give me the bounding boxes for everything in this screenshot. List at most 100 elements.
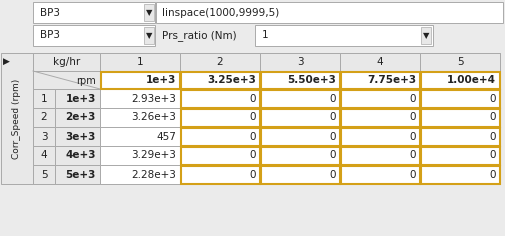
Bar xyxy=(340,127,420,146)
Bar xyxy=(180,165,260,184)
Text: 0: 0 xyxy=(329,113,336,122)
Text: 0: 0 xyxy=(410,113,416,122)
Text: 1e+3: 1e+3 xyxy=(66,93,96,104)
Bar xyxy=(261,127,339,146)
Text: rpm: rpm xyxy=(76,76,96,86)
Bar xyxy=(33,71,100,89)
Text: 0: 0 xyxy=(249,151,256,160)
Bar xyxy=(55,127,100,146)
Bar xyxy=(180,89,260,108)
Bar xyxy=(180,127,260,146)
Text: 3: 3 xyxy=(41,131,47,142)
Text: 0: 0 xyxy=(329,151,336,160)
Bar xyxy=(340,165,420,184)
Bar xyxy=(55,108,100,127)
Text: 5: 5 xyxy=(457,57,463,67)
Text: 0: 0 xyxy=(329,131,336,142)
Bar xyxy=(100,108,180,127)
Text: 0: 0 xyxy=(410,169,416,180)
Text: 2: 2 xyxy=(41,113,47,122)
Bar xyxy=(180,147,260,164)
Bar xyxy=(261,109,339,126)
Bar xyxy=(340,89,420,108)
Bar xyxy=(100,146,180,165)
Text: 1: 1 xyxy=(137,57,143,67)
Bar xyxy=(100,89,180,108)
Bar xyxy=(261,147,339,164)
Bar xyxy=(260,53,340,71)
Text: Prs_ratio (Nm): Prs_ratio (Nm) xyxy=(162,30,237,41)
Bar xyxy=(421,89,499,108)
Text: 2.28e+3: 2.28e+3 xyxy=(131,169,176,180)
Text: 0: 0 xyxy=(329,93,336,104)
Text: 5.50e+3: 5.50e+3 xyxy=(287,75,336,85)
Text: Corr_Speed (rpm): Corr_Speed (rpm) xyxy=(13,78,22,159)
Text: 1e+3: 1e+3 xyxy=(145,75,176,85)
Bar xyxy=(261,89,339,108)
Text: 0: 0 xyxy=(249,113,256,122)
Text: 2e+3: 2e+3 xyxy=(66,113,96,122)
Text: 4: 4 xyxy=(377,57,383,67)
Bar xyxy=(55,89,100,108)
Text: 0: 0 xyxy=(410,151,416,160)
Bar xyxy=(33,146,55,165)
Text: 0: 0 xyxy=(489,93,496,104)
Bar xyxy=(261,72,339,88)
Bar xyxy=(421,72,499,88)
Text: 0: 0 xyxy=(249,93,256,104)
Bar xyxy=(156,2,503,23)
Bar xyxy=(33,53,100,71)
Text: 0: 0 xyxy=(489,151,496,160)
Text: 3e+3: 3e+3 xyxy=(66,131,96,142)
Text: 3.29e+3: 3.29e+3 xyxy=(131,151,176,160)
Text: 0: 0 xyxy=(329,169,336,180)
Bar xyxy=(421,127,499,146)
Text: 4: 4 xyxy=(41,151,47,160)
Text: 3: 3 xyxy=(297,57,304,67)
Bar xyxy=(420,53,500,71)
Bar xyxy=(144,27,154,44)
Bar xyxy=(340,72,420,88)
Text: 0: 0 xyxy=(249,169,256,180)
Text: 0: 0 xyxy=(410,93,416,104)
Text: 5e+3: 5e+3 xyxy=(66,169,96,180)
Bar xyxy=(180,53,260,71)
Text: 0: 0 xyxy=(410,131,416,142)
Text: ▶: ▶ xyxy=(3,56,10,66)
Text: 0: 0 xyxy=(489,113,496,122)
Text: 457: 457 xyxy=(156,131,176,142)
Bar xyxy=(33,108,55,127)
Bar xyxy=(33,165,55,184)
Bar xyxy=(255,25,433,46)
Text: BP3: BP3 xyxy=(40,8,60,17)
Text: 1.00e+4: 1.00e+4 xyxy=(447,75,496,85)
Text: 1: 1 xyxy=(41,93,47,104)
Bar xyxy=(100,127,180,146)
Text: 1: 1 xyxy=(262,30,269,41)
Text: 4e+3: 4e+3 xyxy=(66,151,96,160)
Text: ▼: ▼ xyxy=(146,31,152,40)
Bar xyxy=(33,89,55,108)
Bar xyxy=(421,27,431,44)
Bar xyxy=(421,109,499,126)
Bar xyxy=(33,25,155,46)
Bar xyxy=(340,53,420,71)
Bar xyxy=(55,146,100,165)
Text: ▼: ▼ xyxy=(423,31,429,40)
Bar xyxy=(100,72,179,88)
Text: 2.93e+3: 2.93e+3 xyxy=(131,93,176,104)
Text: 0: 0 xyxy=(249,131,256,142)
Text: 0: 0 xyxy=(489,169,496,180)
Bar xyxy=(33,127,55,146)
Bar xyxy=(33,2,155,23)
Text: 2: 2 xyxy=(217,57,223,67)
Text: 3.26e+3: 3.26e+3 xyxy=(131,113,176,122)
Text: 0: 0 xyxy=(489,131,496,142)
Text: kg/hr: kg/hr xyxy=(53,57,80,67)
Bar xyxy=(100,165,180,184)
Bar xyxy=(180,109,260,126)
Bar xyxy=(100,53,180,71)
Text: 5: 5 xyxy=(41,169,47,180)
Bar xyxy=(421,147,499,164)
Bar xyxy=(55,165,100,184)
